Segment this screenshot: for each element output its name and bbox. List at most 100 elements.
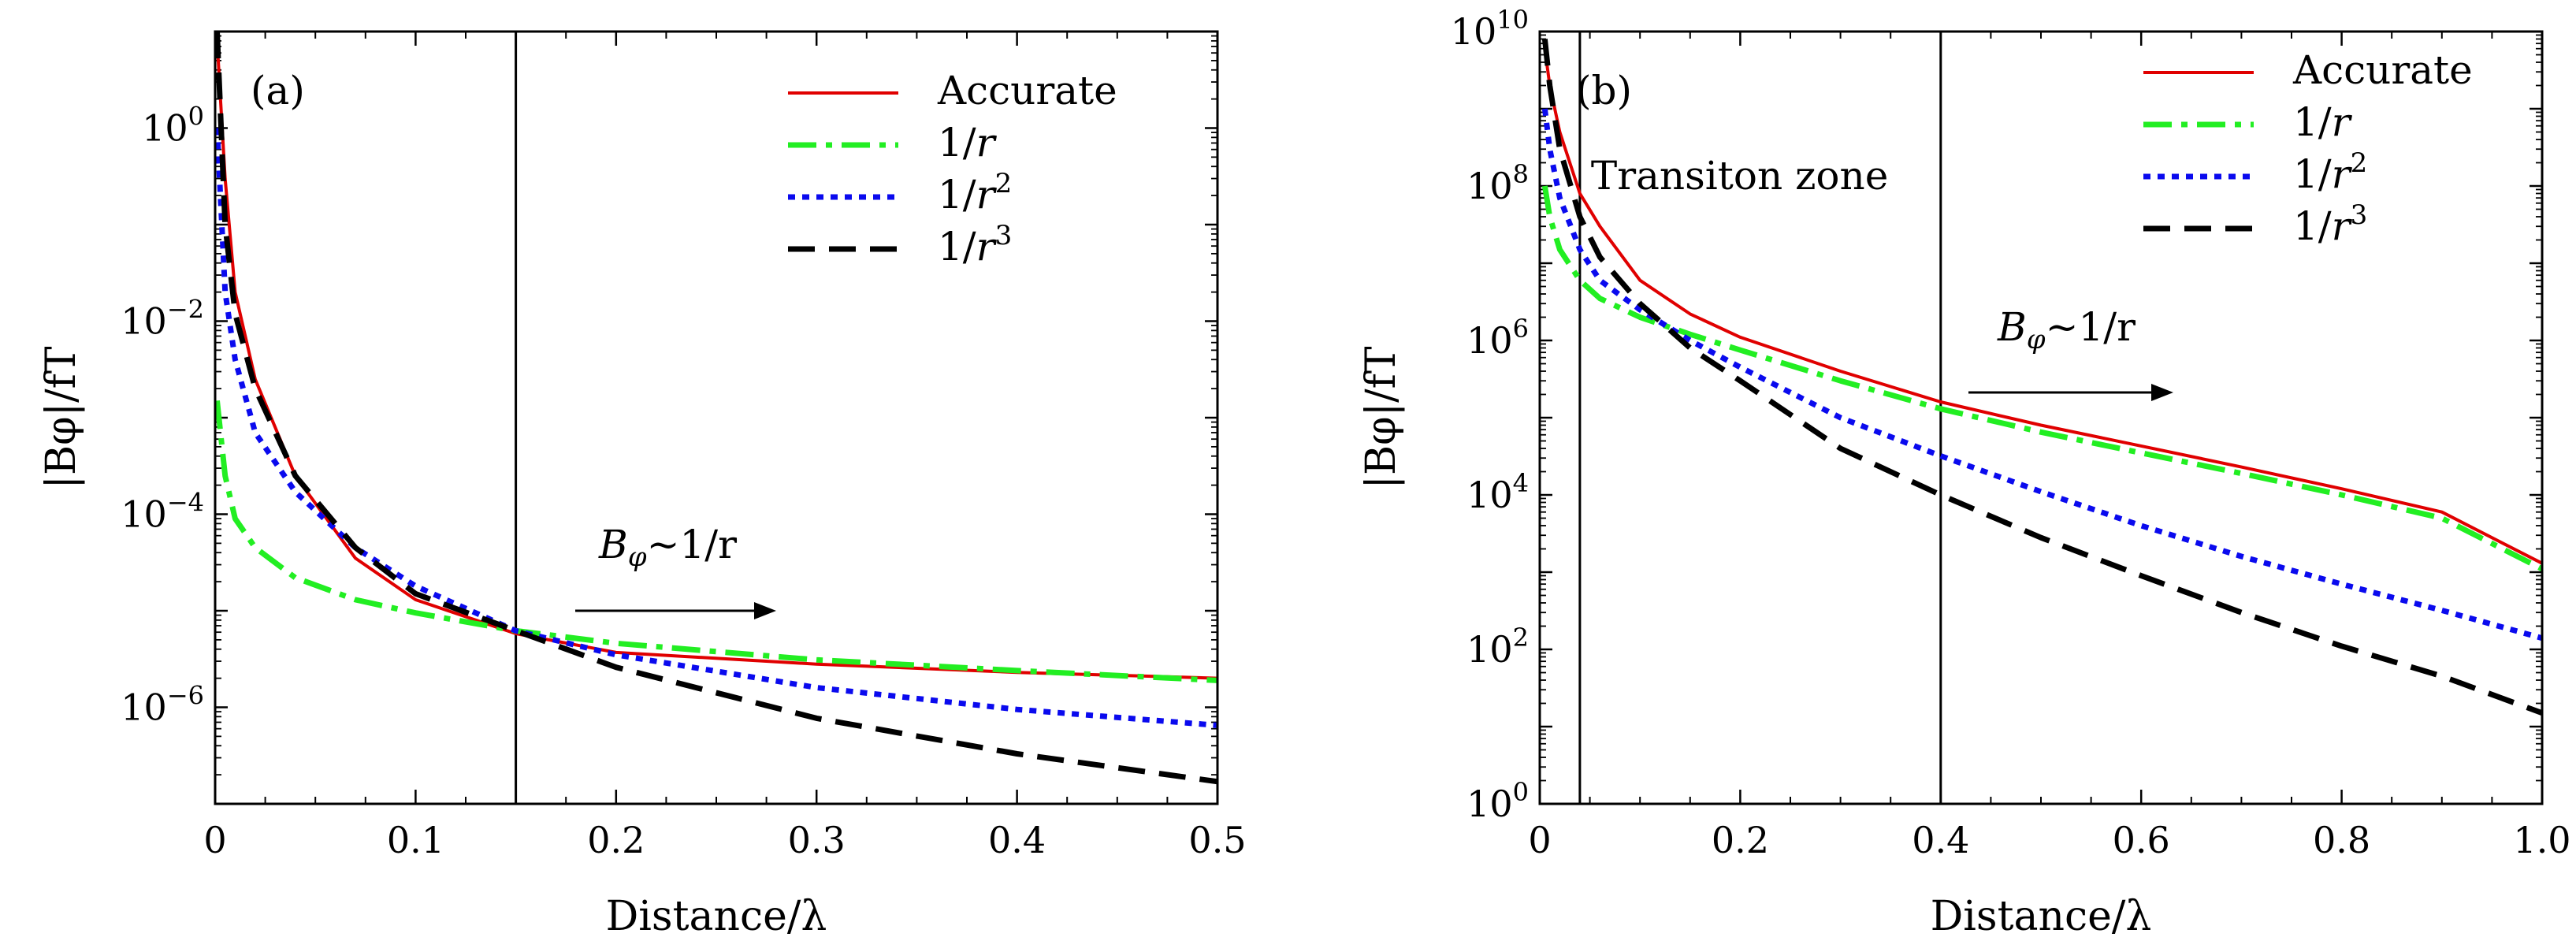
series-group <box>215 32 1217 785</box>
y-tick-base: 10 <box>1466 783 1513 825</box>
series-line-1-r3 <box>215 32 1217 785</box>
y-tick-exponent: −4 <box>167 488 204 518</box>
y-tick-label: 102 <box>1466 623 1529 671</box>
series-line-Accurate <box>1543 48 2542 565</box>
y-tick-exponent: 10 <box>1496 5 1529 35</box>
y-tick-exponent: 2 <box>1513 623 1529 653</box>
y-axis-label: |Bφ|/fT <box>1358 346 1405 489</box>
legend-label: 1/r2 <box>938 168 1012 218</box>
y-tick-exponent: 0 <box>1513 777 1529 807</box>
y-tick-exponent: −2 <box>167 295 204 325</box>
y-tick-exponent: −6 <box>167 681 204 711</box>
legend-label-text: Accurate <box>937 68 1117 113</box>
legend-label-exp: 3 <box>2351 199 2368 231</box>
x-tick-label: 0.6 <box>2113 819 2170 861</box>
x-tick-label: 0.5 <box>1188 819 1246 861</box>
x-tick-label: 0.8 <box>2313 819 2370 861</box>
legend-label-var: r <box>976 172 998 218</box>
legend-label: 1/r2 <box>2293 147 2367 197</box>
y-axis-label: |Bφ|/fT <box>38 346 85 489</box>
legend-label-var: r <box>2332 99 2353 145</box>
x-tick-label: 0.4 <box>1912 819 1969 861</box>
x-tick-label: 0 <box>203 819 226 861</box>
annotation-rest: ~1/r <box>2046 304 2136 350</box>
legend-label-text: 1/ <box>938 224 976 270</box>
y-tick-label: 1010 <box>1451 5 1529 53</box>
annotation-main: B <box>598 522 628 567</box>
series-line-Accurate <box>215 40 1217 680</box>
legend-label-exp: 2 <box>995 168 1013 199</box>
legend-label-exp: 2 <box>2351 147 2368 179</box>
series-line-1-r <box>215 400 1217 683</box>
y-tick-exponent: 8 <box>1513 159 1529 189</box>
y-tick-base: 10 <box>121 686 167 729</box>
legend-label-exp: 3 <box>995 220 1013 251</box>
series-line-1-r2 <box>215 128 1217 728</box>
series-line-1-r2 <box>1541 108 2542 641</box>
y-tick-label: 100 <box>1466 777 1529 825</box>
x-tick-label: 0.4 <box>988 819 1046 861</box>
legend-label-var: r <box>2332 151 2353 197</box>
legend-label: 1/r <box>2293 99 2353 145</box>
legend-label-var: r <box>2332 203 2353 249</box>
legend-label-text: Accurate <box>2292 47 2473 93</box>
y-tick-base: 10 <box>1466 628 1513 671</box>
legend-label-var: r <box>976 224 998 270</box>
series-line-1-r3 <box>1541 39 2542 716</box>
x-axis-label: Distance/λ <box>1931 893 2152 940</box>
chart-panel-b: 0 0.2 0.4 0.6 0.8 1.01001021041061081010(b)Tr… <box>1358 5 2571 940</box>
annotation-main: B <box>1997 304 2027 350</box>
x-tick-label: 1.0 <box>2513 819 2570 861</box>
legend-label-var: r <box>976 120 998 165</box>
annotation-arrowhead <box>754 602 776 619</box>
annotation-sub: φ <box>2027 324 2046 355</box>
series-group <box>1541 39 2542 716</box>
y-tick-label: 104 <box>1466 468 1529 516</box>
annotation-text: Bφ~1/r <box>598 522 737 573</box>
legend-label-text: 1/ <box>2293 203 2332 249</box>
y-tick-base: 10 <box>1466 474 1513 516</box>
y-tick-base: 10 <box>1451 10 1497 53</box>
y-tick-label: 10−6 <box>121 681 204 729</box>
x-tick-label: 0.2 <box>1712 819 1769 861</box>
y-tick-exponent: 6 <box>1513 314 1529 344</box>
legend-label: Accurate <box>937 68 1117 113</box>
annotation-arrowhead <box>2151 384 2173 401</box>
y-tick-base: 10 <box>121 300 167 343</box>
x-tick-label: 0.3 <box>788 819 846 861</box>
annotation-sub: φ <box>628 541 647 573</box>
x-tick-label: 0.1 <box>387 819 444 861</box>
y-tick-label: 10−4 <box>121 488 204 536</box>
legend-label-text: 1/ <box>938 172 976 218</box>
legend-label: 1/r3 <box>938 220 1012 270</box>
y-tick-base: 10 <box>121 493 167 536</box>
plot-frame <box>214 30 1219 805</box>
y-tick-exponent: 0 <box>188 102 204 132</box>
series-line-1-r <box>1541 185 2542 572</box>
legend-label-text: 1/ <box>2293 99 2332 145</box>
x-tick-label: 0.2 <box>587 819 645 861</box>
y-tick-label: 106 <box>1466 314 1529 362</box>
y-tick-base: 10 <box>1466 319 1513 362</box>
y-tick-label: 100 <box>142 102 204 150</box>
legend-label: Accurate <box>2292 47 2473 93</box>
y-tick-base: 10 <box>142 107 188 150</box>
legend-label-text: 1/ <box>938 120 976 165</box>
annotation-text: Bφ~1/r <box>1997 304 2136 355</box>
zone-label: Transiton zone <box>1591 153 1888 199</box>
x-axis-label: Distance/λ <box>606 893 827 940</box>
y-tick-label: 108 <box>1466 159 1529 207</box>
plot-frame <box>1538 30 2544 805</box>
y-tick-label: 10−2 <box>121 295 204 343</box>
x-tick-label: 0 <box>1528 819 1551 861</box>
legend-label: 1/r3 <box>2293 199 2367 249</box>
legend-label-text: 1/ <box>2293 151 2332 197</box>
panel-label: (b) <box>1576 68 1632 113</box>
legend-label: 1/r <box>938 120 998 165</box>
annotation-rest: ~1/r <box>647 522 738 567</box>
y-tick-base: 10 <box>1466 165 1513 207</box>
y-tick-exponent: 4 <box>1513 468 1529 498</box>
panel-label: (a) <box>251 68 305 113</box>
